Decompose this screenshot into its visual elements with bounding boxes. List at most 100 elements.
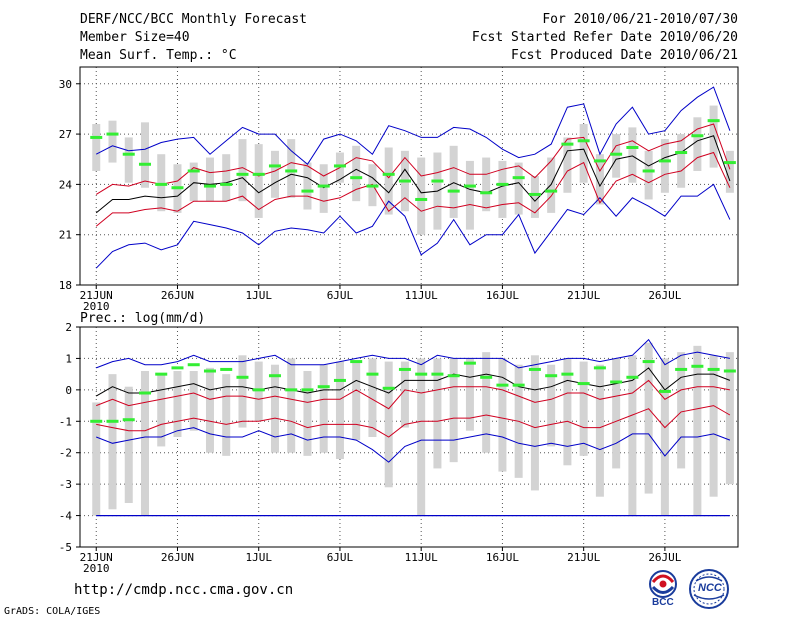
x-tick-label: 11JUL <box>405 551 438 564</box>
climatology-marker <box>382 172 395 176</box>
x-tick-label: 21JUL <box>567 551 600 564</box>
climatology-marker <box>398 367 411 371</box>
spread-box <box>482 157 491 212</box>
series-max-line <box>96 338 730 369</box>
climatology-marker <box>463 361 476 365</box>
precip-panel-title: Prec.: log(mm/d) <box>80 311 206 326</box>
y-tick-label: 1 <box>65 352 72 365</box>
member-size: Member Size=40 <box>80 30 190 45</box>
spread-box <box>108 374 117 510</box>
spread-box <box>547 157 556 213</box>
source-url[interactable]: http://cmdp.ncc.cma.gov.cn <box>74 582 294 598</box>
climatology-marker <box>658 389 671 393</box>
start-date: Fcst Started Refer Date 2010/06/20 <box>471 30 738 45</box>
spread-box <box>677 352 686 469</box>
spread-box <box>352 361 361 441</box>
climatology-marker <box>122 418 135 422</box>
spread-box <box>319 364 328 453</box>
spread-box <box>157 374 166 447</box>
series-sd-low-line <box>95 151 731 227</box>
climatology-marker <box>285 388 298 392</box>
series-mean-line <box>95 367 731 397</box>
bcc-logo-icon <box>649 570 677 598</box>
climatology-marker <box>545 189 558 193</box>
climatology-marker <box>187 363 200 367</box>
spread-box <box>449 145 458 218</box>
climatology-marker <box>106 132 119 136</box>
precipitation-panel: -5 -4 -3 -2 -1 0 1 2 21JUN 26JUN 1JUL 6JUL 11JUL 16JU… <box>59 321 739 575</box>
spread-box <box>189 162 198 202</box>
forecast-period: For 2010/06/21-2010/07/30 <box>542 12 738 27</box>
climatology-marker <box>496 182 509 186</box>
climatology-marker <box>691 134 704 138</box>
spread-box <box>595 364 604 497</box>
ncc-logo-text: NCC <box>698 582 722 594</box>
spread-box <box>530 355 539 491</box>
climatology-marker <box>610 152 623 156</box>
climatology-marker <box>561 372 574 376</box>
produced-date: Fcst Produced Date 2010/06/21 <box>511 48 738 63</box>
spread-box <box>417 358 426 516</box>
series-sd-low-line <box>96 405 731 438</box>
spread-box <box>238 139 247 202</box>
spread-box <box>498 160 507 218</box>
climatology-marker <box>252 388 265 392</box>
spread-box <box>222 154 231 202</box>
spread-box <box>709 355 718 497</box>
climatology-marker <box>577 382 590 386</box>
spread-box <box>693 345 702 516</box>
spread-box <box>384 147 393 215</box>
temperature-panel: 18 21 24 27 30 21JUN 26JUN 1JUL 6JUL 11JUL 16JUL 21… <box>59 66 739 313</box>
spread-box <box>92 402 101 516</box>
x-tick-label: 6JUL <box>327 551 354 564</box>
spread-box <box>303 162 312 210</box>
climatology-marker <box>90 419 103 423</box>
climatology-marker <box>577 139 590 143</box>
climatology-marker <box>220 182 233 186</box>
spread-box <box>140 371 149 516</box>
climatology-marker <box>675 367 688 371</box>
spread-box <box>465 160 474 230</box>
spread-box <box>612 134 621 178</box>
spread-box <box>693 117 702 171</box>
x-year-label: 2010 <box>83 300 110 313</box>
climatology-marker <box>333 164 346 168</box>
climatology-marker <box>171 186 184 190</box>
plot-frame <box>79 326 739 548</box>
spread-box <box>612 358 621 469</box>
spread-box <box>579 124 588 183</box>
spread-box <box>579 361 588 456</box>
x-tick-label: 21JUL <box>567 289 600 302</box>
climatology-marker <box>171 366 184 370</box>
y-tick-label: -2 <box>59 447 72 460</box>
climatology-marker <box>285 169 298 173</box>
climatology-marker <box>366 372 379 376</box>
climatology-marker <box>463 184 476 188</box>
climatology-marker <box>268 374 281 378</box>
spread-box <box>660 139 669 193</box>
climatology-marker <box>545 374 558 378</box>
climatology-marker <box>187 169 200 173</box>
x-tick-label: 26JUL <box>648 551 681 564</box>
spread-box <box>400 361 409 428</box>
y-tick-label: 0 <box>65 384 72 397</box>
spread-box <box>287 358 296 453</box>
climatology-marker <box>707 367 720 371</box>
spread-box <box>514 162 523 215</box>
climatology-marker <box>480 375 493 379</box>
climatology-marker <box>252 172 265 176</box>
climatology-marker <box>723 161 736 165</box>
spread-box <box>677 134 686 188</box>
spread-box <box>644 342 653 494</box>
spread-box <box>563 358 572 466</box>
series-max-line <box>95 183 731 269</box>
y-tick-label: -3 <box>59 478 72 491</box>
climatology-marker <box>220 367 233 371</box>
spread-box <box>173 371 182 437</box>
spread-box <box>108 120 117 163</box>
x-tick-label: 11JUL <box>405 289 438 302</box>
climatology-marker <box>593 366 606 370</box>
climatology-marker <box>658 159 671 163</box>
climatology-marker <box>480 191 493 195</box>
spread-box <box>303 371 312 456</box>
